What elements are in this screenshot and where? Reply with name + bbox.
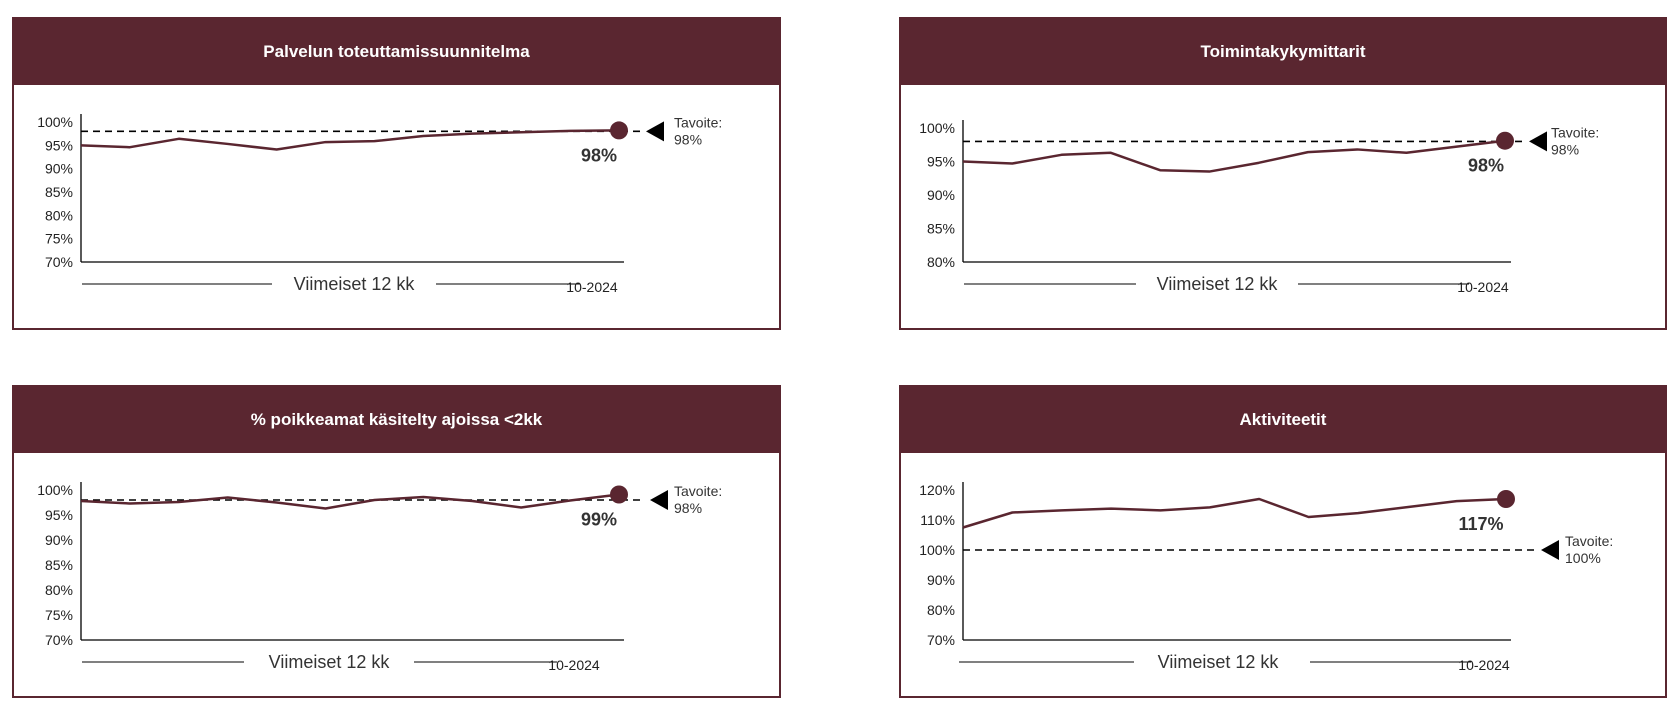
y-tick-label: 95% bbox=[927, 154, 955, 170]
chart-panel-toimintakykymittarit: Toimintakykymittarit 80% 85% 90% 95% 100% Tav… bbox=[899, 17, 1667, 330]
target-label: Tavoite: bbox=[1565, 533, 1613, 549]
y-tick-label: 80% bbox=[45, 582, 73, 598]
period-label: Viimeiset 12 kk bbox=[1157, 274, 1279, 294]
chart-panel-poikkeamat: % poikkeamat käsitelty ajoissa <2kk 70% 7… bbox=[12, 385, 781, 698]
latest-value-label: 98% bbox=[1468, 156, 1504, 176]
y-tick-label: 100% bbox=[919, 120, 955, 136]
y-tick-label: 120% bbox=[919, 482, 955, 498]
data-series-line bbox=[80, 129, 620, 151]
y-tick-label: 75% bbox=[45, 607, 73, 623]
y-tick-label: 100% bbox=[37, 482, 73, 498]
target-arrow-icon bbox=[650, 490, 668, 510]
target-label: Tavoite: bbox=[1551, 124, 1599, 140]
period-label: Viimeiset 12 kk bbox=[269, 652, 391, 672]
data-series-line bbox=[962, 497, 1507, 529]
target-value-label: 100% bbox=[1565, 550, 1601, 566]
latest-value-marker bbox=[1497, 490, 1515, 508]
data-series-line bbox=[80, 493, 620, 510]
y-tick-label: 95% bbox=[45, 507, 73, 523]
chart-title: Palvelun toteuttamissuunnitelma bbox=[14, 19, 779, 85]
target-arrow-icon bbox=[646, 121, 664, 142]
period-label: Viimeiset 12 kk bbox=[294, 274, 416, 294]
target-arrow-icon bbox=[1541, 540, 1559, 560]
y-tick-label: 90% bbox=[45, 161, 73, 177]
chart-panel-toteuttamissuunnitelma: Palvelun toteuttamissuunnitelma 70% 75% 80… bbox=[12, 17, 781, 330]
chart-title: % poikkeamat käsitelty ajoissa <2kk bbox=[14, 387, 779, 453]
target-arrow-icon bbox=[1529, 131, 1547, 152]
target-label: Tavoite: bbox=[674, 483, 722, 499]
target-value-label: 98% bbox=[674, 131, 702, 147]
y-tick-label: 70% bbox=[927, 632, 955, 648]
latest-value-label: 117% bbox=[1458, 514, 1503, 534]
y-tick-label: 100% bbox=[37, 114, 73, 130]
y-tick-label: 85% bbox=[927, 221, 955, 237]
latest-value-label: 99% bbox=[581, 510, 617, 530]
target-label: Tavoite: bbox=[674, 114, 722, 130]
line-chart: 80%85%90%95%100% Tavoite:98%98%Viimeiset … bbox=[919, 120, 1599, 295]
y-tick-label: 85% bbox=[45, 184, 73, 200]
y-tick-label: 95% bbox=[45, 137, 73, 153]
period-label: Viimeiset 12 kk bbox=[1158, 652, 1280, 672]
chart-title: Aktiviteetit bbox=[901, 387, 1665, 453]
y-tick-label: 110% bbox=[920, 512, 955, 528]
line-chart: 70%80%90%100%110%120%Tavoite:100%117%Vii… bbox=[919, 482, 1613, 673]
chart-title: Toimintakykymittarit bbox=[901, 19, 1665, 85]
date-label: 10-2024 bbox=[1457, 279, 1509, 295]
y-tick-label: 90% bbox=[927, 572, 955, 588]
target-value-label: 98% bbox=[1551, 141, 1579, 157]
target-value-label: 98% bbox=[674, 500, 702, 516]
y-tick-label: 70% bbox=[45, 254, 73, 270]
y-tick-label: 90% bbox=[45, 532, 73, 548]
line-chart: 70% 75% 80% 85% 90% 95% 100% Tavoite:98% 99% Viim… bbox=[37, 482, 722, 673]
y-tick-label: 100% bbox=[919, 542, 955, 558]
latest-value-label: 98% bbox=[581, 145, 617, 165]
y-tick-label: 80% bbox=[927, 602, 955, 618]
y-tick-label: 85% bbox=[45, 557, 73, 573]
y-tick-label: 75% bbox=[45, 231, 73, 247]
date-label: 10-2024 bbox=[566, 279, 618, 295]
line-chart: 70%75%80%85%90%95%100% Tavoite:98%98%Viim… bbox=[37, 114, 722, 295]
latest-value-marker bbox=[610, 485, 628, 504]
y-tick-label: 80% bbox=[927, 254, 955, 270]
y-tick-label: 80% bbox=[45, 207, 73, 223]
y-tick-label: 90% bbox=[927, 187, 955, 203]
data-series-line bbox=[962, 139, 1506, 173]
latest-value-marker bbox=[610, 121, 628, 140]
chart-panel-aktiviteetit: Aktiviteetit 70% 80% 90% 100% 110% 120% Tavoit… bbox=[899, 385, 1667, 698]
date-label: 10-2024 bbox=[1458, 657, 1510, 673]
latest-value-marker bbox=[1496, 131, 1514, 150]
y-tick-label: 70% bbox=[45, 632, 73, 648]
date-label: 10-2024 bbox=[548, 657, 600, 673]
